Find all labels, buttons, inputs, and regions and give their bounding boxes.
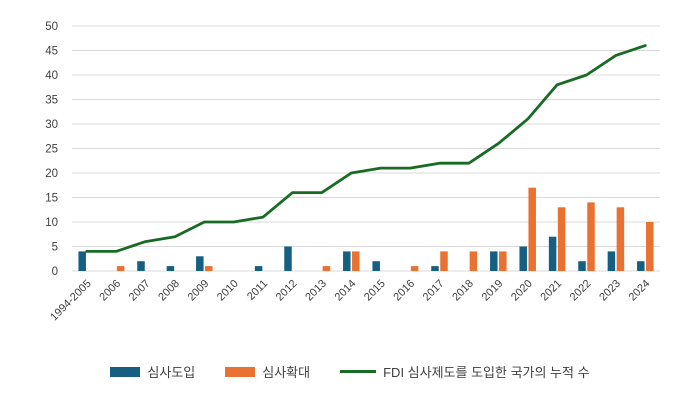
bar-심사확대-2021 xyxy=(557,207,566,271)
bar-심사도입-2023 xyxy=(607,251,616,271)
bar-심사확대-2019 xyxy=(499,251,507,271)
x-tick-label: 2009 xyxy=(186,278,212,304)
bar-심사도입-2011 xyxy=(254,266,263,271)
legend-label: 심사도입 xyxy=(147,365,196,380)
bar-심사도입-2012 xyxy=(284,246,292,271)
bar-심사도입-2015 xyxy=(372,261,380,271)
bar-심사확대-2016 xyxy=(410,266,419,271)
x-tick-label: 2021 xyxy=(538,278,564,304)
bar-심사확대-2013 xyxy=(322,266,331,271)
bar-심사도입-2019 xyxy=(490,251,498,271)
x-tick-label: 2006 xyxy=(97,278,123,304)
bar-심사확대-2017 xyxy=(440,251,448,271)
y-tick-label: 45 xyxy=(45,46,58,58)
x-tick-label: 2022 xyxy=(568,278,594,304)
x-tick-label: 2007 xyxy=(127,278,153,304)
y-tick-label: 10 xyxy=(45,217,58,229)
bar-심사도입-1994-2005 xyxy=(78,251,86,271)
bar-심사확대-2024 xyxy=(646,222,654,271)
bar-심사확대-2023 xyxy=(616,207,625,271)
x-tick-label: 2023 xyxy=(597,278,623,304)
bar-심사도입-2014 xyxy=(343,251,351,271)
bar-심사확대-2020 xyxy=(528,187,536,271)
x-tick-label: 2016 xyxy=(391,278,417,304)
y-tick-label: 50 xyxy=(45,21,58,33)
legend-label: FDI 심사제도를 도입한 국가의 누적 수 xyxy=(383,365,590,380)
x-tick-label: 2024 xyxy=(627,278,653,304)
bar-심사확대-2022 xyxy=(587,202,595,271)
legend-item-심사도입: 심사도입 xyxy=(110,362,195,381)
bar-심사확대-2009 xyxy=(205,266,213,271)
y-tick-label: 5 xyxy=(52,242,58,254)
legend-item-심사확대: 심사확대 xyxy=(225,362,310,381)
x-tick-label: 2017 xyxy=(421,278,447,304)
legend-item-FDI 심사제도를 도입한 국가의 누적 수: FDI 심사제도를 도입한 국가의 누적 수 xyxy=(340,362,590,381)
x-tick-label: 2014 xyxy=(333,278,359,304)
bar-심사도입-2024 xyxy=(637,261,645,271)
legend-line-swatch xyxy=(340,370,377,373)
x-tick-label: 2010 xyxy=(215,278,241,304)
bar-심사도입-2020 xyxy=(519,246,527,271)
y-tick-label: 40 xyxy=(45,70,58,82)
legend-bar-swatch xyxy=(110,366,141,377)
bar-심사도입-2021 xyxy=(548,236,557,271)
legend-label: 심사확대 xyxy=(262,365,311,380)
x-tick-label: 2013 xyxy=(303,278,329,304)
y-tick-label: 0 xyxy=(52,266,58,278)
bar-심사도입-2007 xyxy=(137,261,145,271)
y-tick-label: 30 xyxy=(45,119,58,131)
bar-심사도입-2008 xyxy=(166,266,175,271)
x-tick-label: 1994-2005 xyxy=(48,278,94,324)
y-tick-label: 35 xyxy=(45,95,58,107)
x-tick-label: 2012 xyxy=(274,278,300,304)
x-tick-label: 2020 xyxy=(509,278,535,304)
x-tick-label: 2015 xyxy=(362,278,388,304)
y-tick-label: 15 xyxy=(45,193,58,205)
x-tick-label: 2018 xyxy=(450,278,476,304)
bar-심사도입-2009 xyxy=(196,256,204,271)
x-tick-label: 2019 xyxy=(480,278,506,304)
bar-심사확대-2018 xyxy=(469,251,478,271)
bar-심사확대-2006 xyxy=(116,266,125,271)
x-tick-label: 2011 xyxy=(245,278,270,303)
x-tick-label: 2008 xyxy=(156,278,182,304)
cumulative-line xyxy=(85,44,647,253)
bar-심사확대-2014 xyxy=(352,251,360,271)
legend-bar-swatch xyxy=(225,366,256,377)
bar-심사도입-2022 xyxy=(578,261,586,271)
bar-심사도입-2017 xyxy=(431,266,439,271)
chart-legend: 심사도입 심사확대 FDI 심사제도를 도입한 국가의 누적 수 xyxy=(0,362,700,381)
y-tick-label: 25 xyxy=(45,144,58,156)
y-tick-label: 20 xyxy=(45,168,58,180)
